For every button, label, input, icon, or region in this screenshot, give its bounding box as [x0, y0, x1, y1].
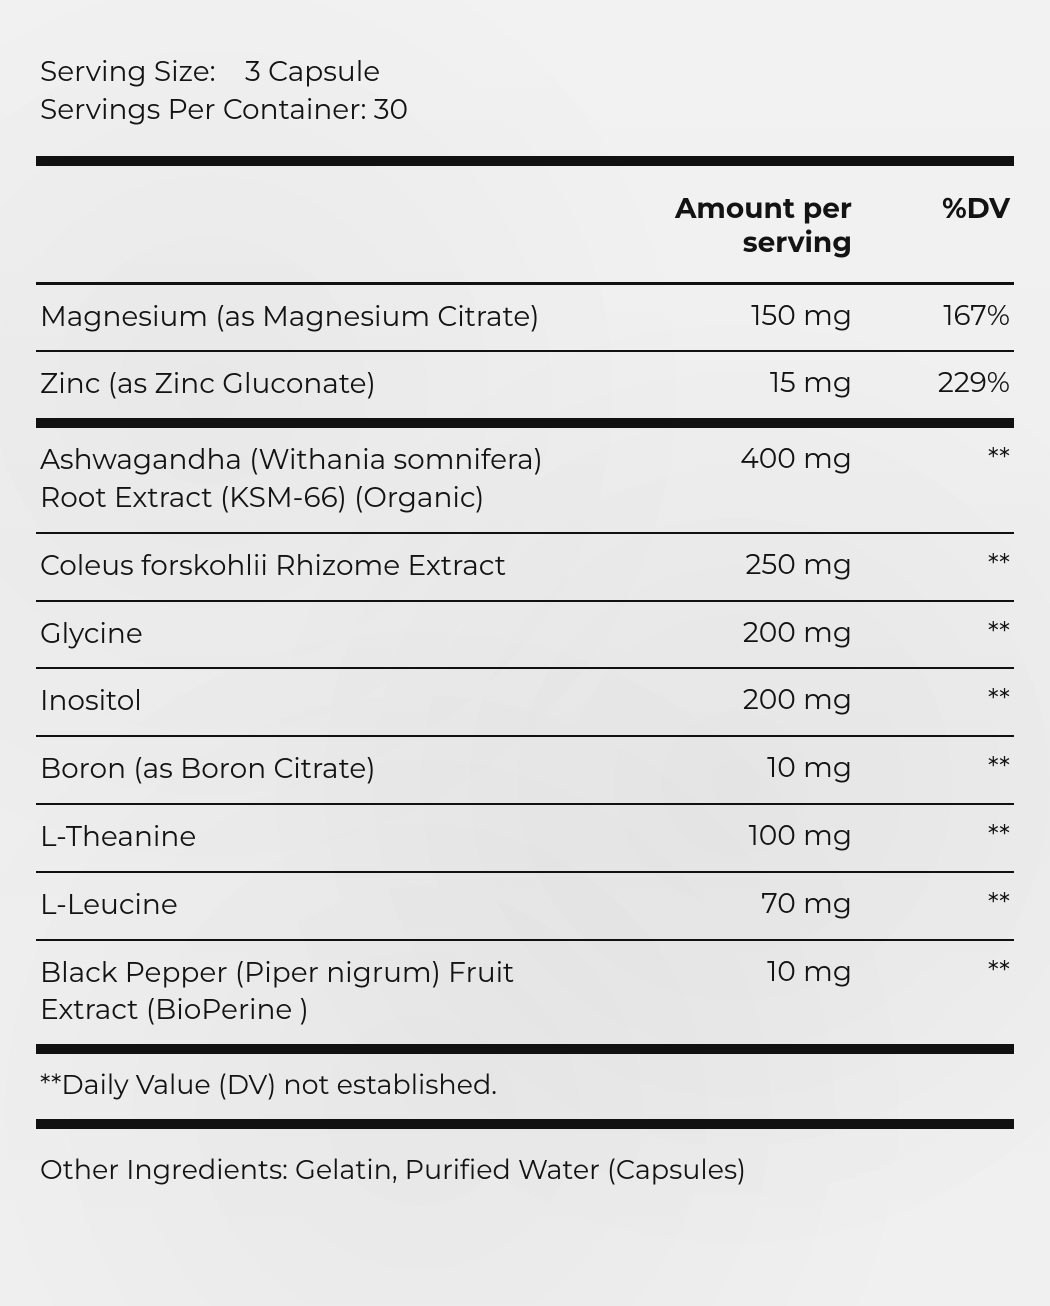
table-row: Zinc (as Zinc Gluconate) 15 mg 229% [36, 352, 1014, 418]
header-amount: Amount per serving [622, 166, 852, 282]
other-ingredients-value: Gelatin, Purified Water (Capsules) [295, 1153, 746, 1186]
table-header-row: Amount per serving %DV [36, 166, 1014, 282]
section-divider [36, 418, 1014, 428]
table-row: Black Pepper (Piper nigrum) Fruit Extrac… [36, 941, 1014, 1045]
ingredient-name: Inositol [36, 669, 610, 735]
ingredient-dv: 167% [864, 285, 1014, 347]
ingredient-name: L-Theanine [36, 805, 610, 871]
ingredient-amount: 10 mg [622, 737, 852, 799]
ingredient-name: Coleus forskohlii Rhizome Extract [36, 534, 610, 600]
ingredient-dv: ** [864, 737, 1014, 799]
ingredient-amount: 70 mg [622, 873, 852, 935]
table-row: L-Leucine 70 mg ** [36, 873, 1014, 939]
ingredient-name: Magnesium (as Magnesium Citrate) [36, 285, 610, 351]
ingredient-amount: 100 mg [622, 805, 852, 867]
rule-before-footnote [36, 1044, 1014, 1054]
ingredient-amount: 10 mg [622, 941, 852, 1003]
ingredient-amount: 200 mg [622, 602, 852, 664]
table-row: L-Theanine 100 mg ** [36, 805, 1014, 871]
ingredient-dv: 229% [864, 352, 1014, 414]
servings-per-container-label: Servings Per Container: [40, 93, 366, 127]
other-ingredients: Other Ingredients: Gelatin, Purified Wat… [36, 1129, 1014, 1186]
ingredient-name: Glycine [36, 602, 610, 668]
serving-info: Serving Size: 3 Capsule Servings Per Con… [40, 54, 1014, 130]
serving-size-value: 3 Capsule [245, 55, 380, 89]
supplement-facts-panel: Serving Size: 3 Capsule Servings Per Con… [0, 0, 1050, 1306]
ingredient-name: L-Leucine [36, 873, 610, 939]
table-row: Boron (as Boron Citrate) 10 mg ** [36, 737, 1014, 803]
dv-footnote: **Daily Value (DV) not established. [36, 1054, 1014, 1119]
nutrition-table: Amount per serving %DV Magnesium (as Mag… [36, 166, 1014, 1187]
ingredient-name: Black Pepper (Piper nigrum) Fruit Extrac… [36, 941, 610, 1045]
ingredient-dv: ** [864, 602, 1014, 664]
ingredient-dv: ** [864, 941, 1014, 1003]
serving-size-label: Serving Size: [40, 55, 216, 89]
ingredient-amount: 15 mg [622, 352, 852, 414]
ingredient-dv: ** [864, 669, 1014, 731]
other-ingredients-label: Other Ingredients: [40, 1153, 288, 1186]
ingredient-amount: 200 mg [622, 669, 852, 731]
ingredient-name: Boron (as Boron Citrate) [36, 737, 610, 803]
ingredient-amount: 150 mg [622, 285, 852, 347]
table-row: Inositol 200 mg ** [36, 669, 1014, 735]
ingredient-dv: ** [864, 534, 1014, 596]
table-row: Coleus forskohlii Rhizome Extract 250 mg… [36, 534, 1014, 600]
ingredient-dv: ** [864, 873, 1014, 935]
table-row: Ashwagandha (Withania somnifera) Root Ex… [36, 428, 1014, 532]
header-dv: %DV [864, 166, 1014, 248]
table-row: Glycine 200 mg ** [36, 602, 1014, 668]
header-spacer [36, 166, 610, 214]
ingredient-dv: ** [864, 428, 1014, 490]
rule-after-footnote [36, 1119, 1014, 1129]
ingredient-name: Ashwagandha (Withania somnifera) Root Ex… [36, 428, 610, 532]
table-row: Magnesium (as Magnesium Citrate) 150 mg … [36, 285, 1014, 351]
ingredient-amount: 400 mg [622, 428, 852, 490]
ingredient-dv: ** [864, 805, 1014, 867]
servings-per-container-value: 30 [374, 93, 408, 127]
ingredient-name: Zinc (as Zinc Gluconate) [36, 352, 610, 418]
ingredient-amount: 250 mg [622, 534, 852, 596]
rule-top [36, 156, 1014, 166]
